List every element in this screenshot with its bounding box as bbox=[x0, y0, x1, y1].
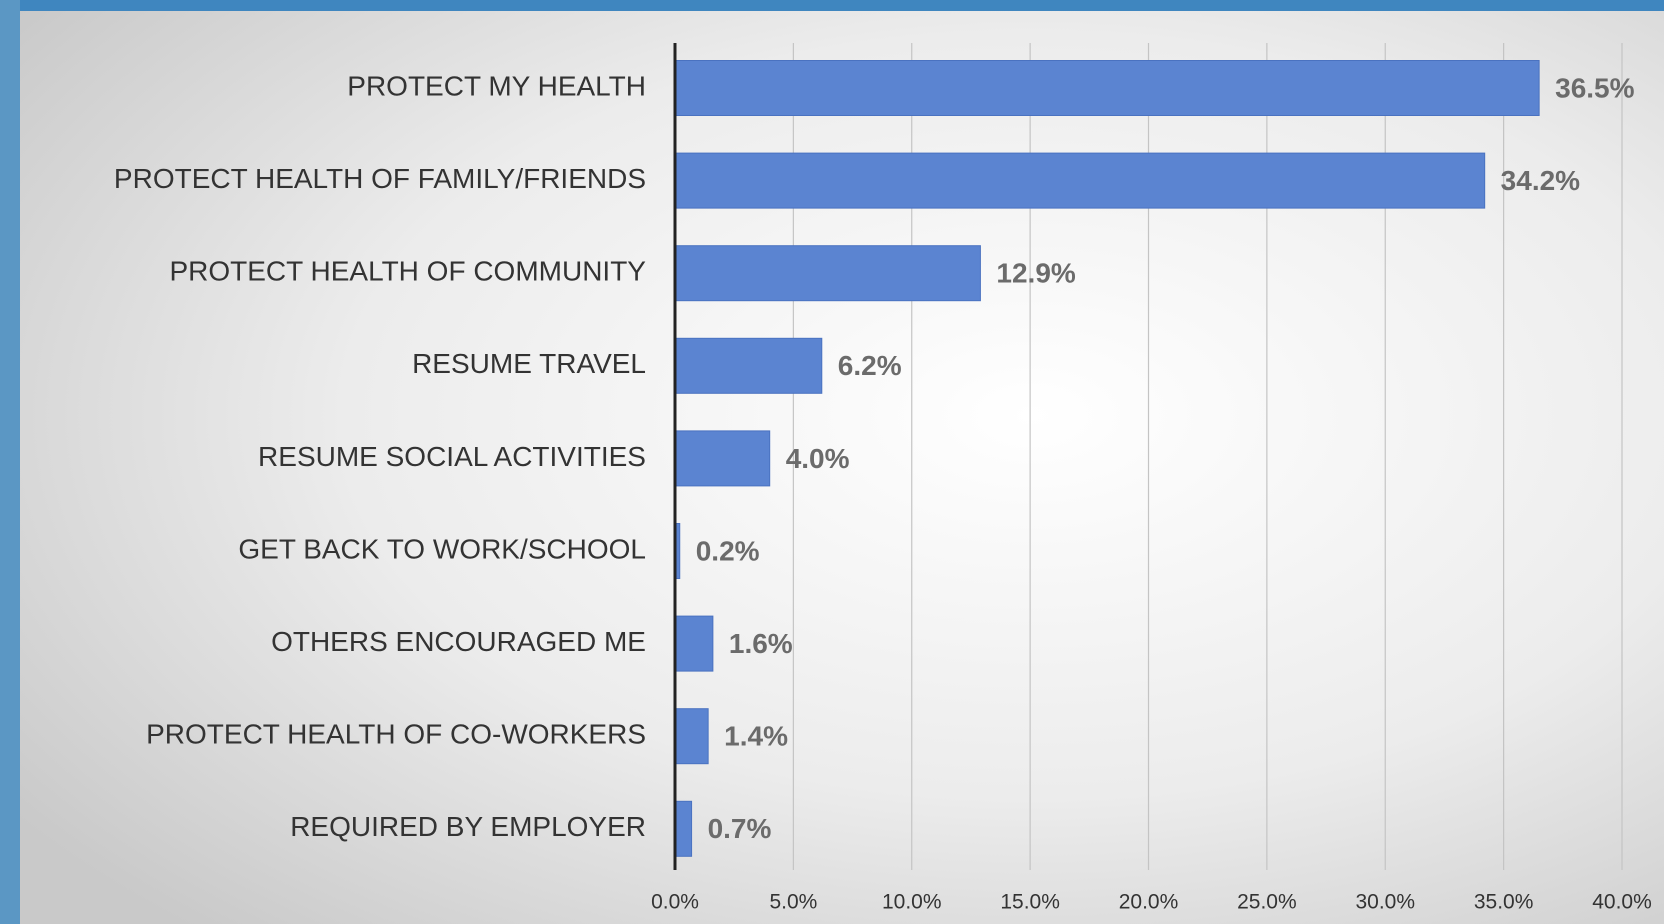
left-strip bbox=[0, 0, 20, 924]
x-tick-label: 40.0% bbox=[1592, 891, 1652, 914]
data-label: 4.0% bbox=[786, 443, 850, 474]
data-label: 0.7% bbox=[708, 813, 772, 844]
data-label: 12.9% bbox=[996, 258, 1075, 289]
y-tick-label: RESUME TRAVEL bbox=[412, 348, 646, 379]
y-tick-label: PROTECT HEALTH OF CO-WORKERS bbox=[146, 719, 646, 750]
bar bbox=[674, 245, 981, 302]
y-tick-label: PROTECT MY HEALTH bbox=[347, 70, 646, 101]
y-tick-label: GET BACK TO WORK/SCHOOL bbox=[238, 533, 646, 564]
data-label: 36.5% bbox=[1555, 72, 1634, 103]
x-tick-label: 20.0% bbox=[1119, 891, 1179, 914]
bar bbox=[674, 152, 1486, 209]
x-tick-label: 5.0% bbox=[769, 891, 817, 914]
x-tick-label: 30.0% bbox=[1355, 891, 1415, 914]
data-label: 1.6% bbox=[729, 628, 793, 659]
bar bbox=[674, 60, 1540, 116]
y-tick-label: RESUME SOCIAL ACTIVITIES bbox=[258, 441, 646, 472]
x-tick-label: 10.0% bbox=[882, 891, 942, 914]
top-strip bbox=[0, 0, 1664, 11]
bar bbox=[674, 615, 714, 672]
y-tick-label: REQUIRED BY EMPLOYER bbox=[290, 811, 646, 842]
data-label: 0.2% bbox=[696, 535, 760, 566]
y-tick-label: PROTECT HEALTH OF FAMILY/FRIENDS bbox=[114, 163, 646, 194]
y-tick-label: OTHERS ENCOURAGED ME bbox=[271, 626, 646, 657]
bar bbox=[674, 430, 771, 487]
data-label: 34.2% bbox=[1501, 165, 1580, 196]
x-tick-label: 15.0% bbox=[1000, 891, 1060, 914]
data-label: 6.2% bbox=[838, 350, 902, 381]
x-tick-label: 35.0% bbox=[1474, 891, 1534, 914]
data-label: 1.4% bbox=[724, 721, 788, 752]
y-tick-label: PROTECT HEALTH OF COMMUNITY bbox=[169, 256, 646, 287]
bar bbox=[674, 800, 693, 857]
bar bbox=[674, 337, 823, 394]
bar bbox=[674, 708, 709, 765]
x-tick-label: 25.0% bbox=[1237, 891, 1297, 914]
x-tick-label: 0.0% bbox=[651, 891, 699, 914]
